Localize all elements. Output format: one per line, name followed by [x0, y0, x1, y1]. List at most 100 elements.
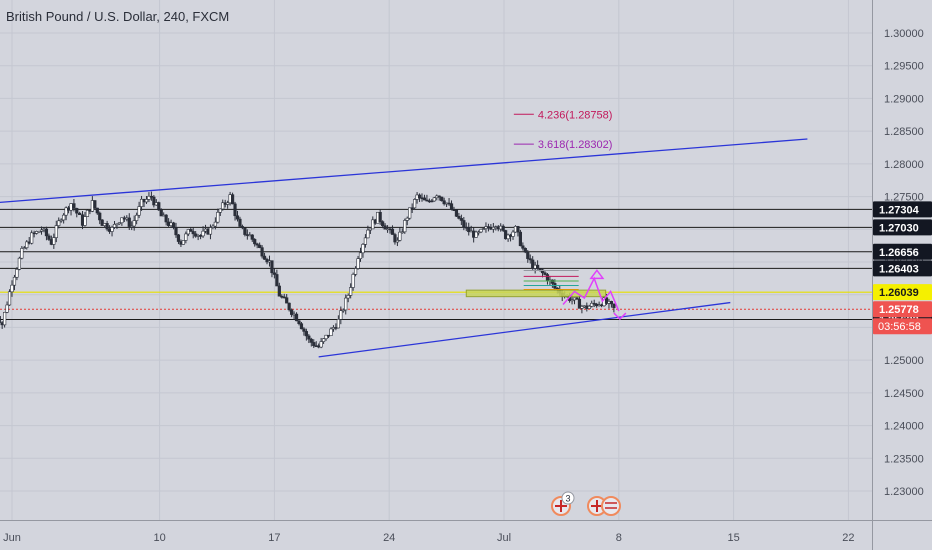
candle — [37, 231, 41, 233]
candle — [290, 309, 294, 315]
candle — [98, 212, 102, 221]
candle — [262, 255, 267, 260]
candle — [398, 231, 402, 241]
projection-arrow-up-icon — [589, 269, 605, 280]
candle — [405, 217, 409, 221]
candle — [144, 199, 149, 203]
x-tick-label: 24 — [383, 532, 395, 544]
candle — [10, 284, 14, 293]
candle — [5, 304, 9, 313]
candle — [59, 219, 63, 222]
candle — [356, 258, 360, 269]
candle — [253, 239, 257, 245]
candle — [105, 223, 109, 230]
candle — [25, 241, 29, 249]
x-tick-label: Jul — [497, 532, 511, 544]
candle — [506, 234, 510, 240]
current-price-badge-bg — [873, 301, 932, 318]
candle — [410, 207, 414, 210]
candle — [361, 244, 365, 254]
candle — [20, 248, 24, 259]
candle — [147, 195, 151, 200]
candle — [275, 274, 279, 287]
candle — [459, 218, 463, 221]
candle — [17, 257, 21, 270]
trend-line[interactable] — [0, 138, 808, 204]
candle — [191, 231, 195, 235]
candle — [240, 226, 245, 229]
candle — [75, 208, 79, 214]
level-price-badge: 1.27304 — [879, 204, 920, 216]
candle — [110, 227, 114, 232]
candle — [294, 313, 299, 322]
candle — [592, 302, 596, 305]
candle — [72, 203, 76, 209]
candle — [287, 302, 291, 311]
candle — [93, 200, 97, 209]
candle — [366, 229, 370, 239]
candle — [344, 297, 348, 311]
level-price-badge-bg — [873, 260, 932, 277]
candle — [0, 316, 1, 323]
candle — [117, 222, 122, 225]
candle — [277, 285, 281, 297]
candle — [297, 320, 301, 324]
trend-line[interactable] — [318, 301, 731, 358]
candle — [363, 237, 368, 245]
candle — [381, 221, 385, 227]
y-tick-label: 1.24500 — [884, 388, 924, 400]
projection-arrow-down-icon — [613, 312, 627, 321]
countdown-badge: 03:56:58 — [878, 321, 921, 333]
candle — [393, 234, 397, 243]
candle — [230, 194, 235, 205]
candle — [272, 272, 277, 275]
chart-title: British Pound / U.S. Dollar, 240, FXCM — [6, 9, 230, 24]
event-count-badge — [561, 491, 575, 505]
candle — [7, 291, 12, 306]
candle — [216, 211, 220, 223]
candle — [44, 228, 49, 237]
candle — [260, 247, 264, 257]
plot-area[interactable] — [0, 0, 872, 520]
candle — [383, 225, 387, 230]
candle — [226, 202, 230, 205]
candle — [449, 203, 454, 210]
candle — [321, 338, 326, 342]
candle — [201, 230, 205, 237]
candle — [368, 228, 372, 231]
candle — [238, 218, 242, 227]
candle — [3, 311, 7, 326]
candle — [176, 234, 181, 242]
candle — [612, 303, 616, 309]
candle — [135, 214, 139, 221]
us-flag-event-icon[interactable] — [601, 496, 621, 516]
candle — [491, 226, 495, 230]
candle — [233, 203, 237, 217]
y-tick-label: 1.29500 — [884, 61, 924, 73]
candle — [329, 328, 333, 336]
x-tick-label: 17 — [268, 532, 280, 544]
candle — [467, 227, 471, 233]
candle — [130, 225, 134, 228]
candle — [159, 209, 163, 217]
candle — [501, 225, 505, 231]
candle — [390, 228, 395, 235]
candle — [184, 233, 188, 241]
level-price-badge: 1.26656 — [879, 247, 919, 259]
event-count-label: 3 — [565, 494, 570, 504]
candle — [243, 227, 247, 235]
fib-extension-label: 4.236(1.28758) — [538, 109, 613, 121]
candle — [518, 231, 522, 247]
level-price-badge-bg — [873, 219, 932, 236]
level-price-badge-bg — [873, 243, 932, 260]
candle — [521, 245, 525, 249]
level-price-badge-bg — [873, 201, 932, 218]
candle — [504, 230, 508, 240]
candle — [437, 195, 441, 198]
y-tick-label: 1.23500 — [884, 453, 924, 465]
candle — [285, 297, 289, 304]
zone-rectangle[interactable] — [465, 289, 607, 298]
candle — [302, 328, 306, 332]
candle — [351, 274, 355, 288]
